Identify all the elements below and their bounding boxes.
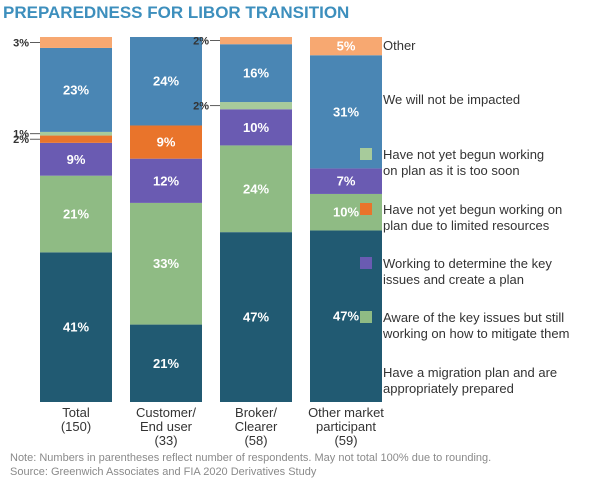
bar-segment — [130, 202, 202, 325]
bar-stack-1: 41% 21% 9% 2%1% 23% 3% — [13, 37, 112, 402]
legend-swatch — [360, 366, 372, 378]
bars-group: 41%21%9%2%1%23%3%21%33%12%9%24%47%24%10%… — [13, 36, 382, 402]
legend-item: Aware of the key issues but stillworking… — [360, 310, 569, 341]
bar-segment — [220, 37, 292, 45]
bar-segment — [130, 158, 202, 203]
bar-segment — [130, 324, 202, 402]
data-label-external: 3% — [13, 37, 29, 49]
data-label: 24% — [243, 181, 269, 196]
bar-segment — [310, 168, 382, 194]
bar-segment — [40, 37, 112, 48]
legend-swatch — [360, 148, 372, 160]
footnote-note: Note: Numbers in parentheses reflect num… — [10, 452, 492, 464]
bar-segment — [220, 102, 292, 110]
legend-label: Other — [383, 38, 416, 53]
legend-label: issues and create a plan — [383, 272, 524, 287]
data-label: 33% — [153, 256, 179, 271]
legend-label: appropriately prepared — [383, 381, 514, 396]
data-label: 24% — [153, 74, 179, 89]
bar-stack-3: 47% 24% 10% 2% 16% 2% — [193, 36, 292, 402]
data-label: 7% — [337, 174, 356, 189]
data-label: 21% — [153, 356, 179, 371]
legend-swatch — [360, 93, 372, 105]
footnote-source: Source: Greenwich Associates and FIA 202… — [10, 466, 317, 478]
x-tick-label: Clearer — [235, 419, 278, 434]
bar-segment — [220, 44, 292, 103]
legend-swatch — [360, 257, 372, 269]
legend-swatch — [360, 39, 372, 51]
bar-segment — [40, 175, 112, 253]
bar-segment — [220, 232, 292, 402]
legend-label: Working to determine the key — [383, 256, 552, 271]
data-label: 16% — [243, 66, 269, 81]
legend: Other We will not be impacted Have not yet… — [360, 38, 569, 396]
data-label: 5% — [337, 39, 356, 54]
legend-label: Have a migration plan and are — [383, 365, 557, 380]
legend-item: Other — [360, 38, 416, 53]
data-label-external: 2% — [13, 134, 29, 146]
data-label: 10% — [243, 120, 269, 135]
legend-label: working on how to mitigate them — [382, 326, 569, 341]
bar-stack-4: 47% 10% 7% 31% 5% — [310, 37, 382, 402]
bar-segment — [220, 145, 292, 233]
x-tick-label: participant — [316, 419, 376, 434]
bar-segment — [40, 135, 112, 143]
x-tick-label: End user — [140, 419, 193, 434]
data-label: 47% — [333, 309, 359, 324]
legend-label: Aware of the key issues but still — [383, 310, 564, 325]
data-label: 9% — [67, 152, 86, 167]
x-tick-label: (58) — [244, 433, 267, 448]
legend-label: We will not be impacted — [383, 92, 520, 107]
data-label-external: 2% — [193, 101, 209, 113]
x-tick-label: Total — [62, 405, 90, 420]
data-label: 12% — [153, 173, 179, 188]
bar-segment — [130, 37, 202, 126]
bar-segment — [40, 47, 112, 132]
x-tick-label: Broker/ — [235, 405, 277, 420]
bar-segment — [40, 131, 112, 136]
x-axis-labels: Total(150) Customer/End user(33) Broker/Cl… — [61, 405, 384, 448]
data-label: 10% — [333, 205, 359, 220]
legend-label: plan due to limited resources — [383, 218, 550, 233]
data-label: 21% — [63, 207, 89, 222]
legend-label: Have not yet begun working on — [383, 202, 562, 217]
data-label: 41% — [63, 320, 89, 335]
data-label: 31% — [333, 104, 359, 119]
data-label-external: 2% — [193, 36, 209, 48]
data-label: 23% — [63, 82, 89, 97]
bar-segment — [130, 125, 202, 159]
bar-segment — [40, 142, 112, 176]
chart-title: PREPAREDNESS FOR LIBOR TRANSITION — [3, 3, 349, 22]
x-tick-label: Customer/ — [136, 405, 196, 420]
data-label: 47% — [243, 310, 269, 325]
x-tick-label: (59) — [334, 433, 357, 448]
legend-label: Have not yet begun working — [383, 147, 544, 162]
data-label-external: 1% — [13, 129, 29, 141]
legend-item: We will not be impacted — [360, 92, 520, 107]
data-label: 9% — [157, 135, 176, 150]
x-tick-label: Other market — [308, 405, 384, 420]
bar-segment — [220, 109, 292, 146]
legend-swatch — [360, 203, 372, 215]
legend-item: Have a migration plan and areappropriate… — [360, 365, 557, 396]
bar-stack-2: 21% 33% 12% 9% 24% — [130, 37, 202, 402]
bar-segment — [40, 252, 112, 402]
legend-label: on plan as it is too soon — [383, 163, 520, 178]
x-tick-label: (150) — [61, 419, 91, 434]
x-tick-label: (33) — [154, 433, 177, 448]
legend-swatch — [360, 311, 372, 323]
